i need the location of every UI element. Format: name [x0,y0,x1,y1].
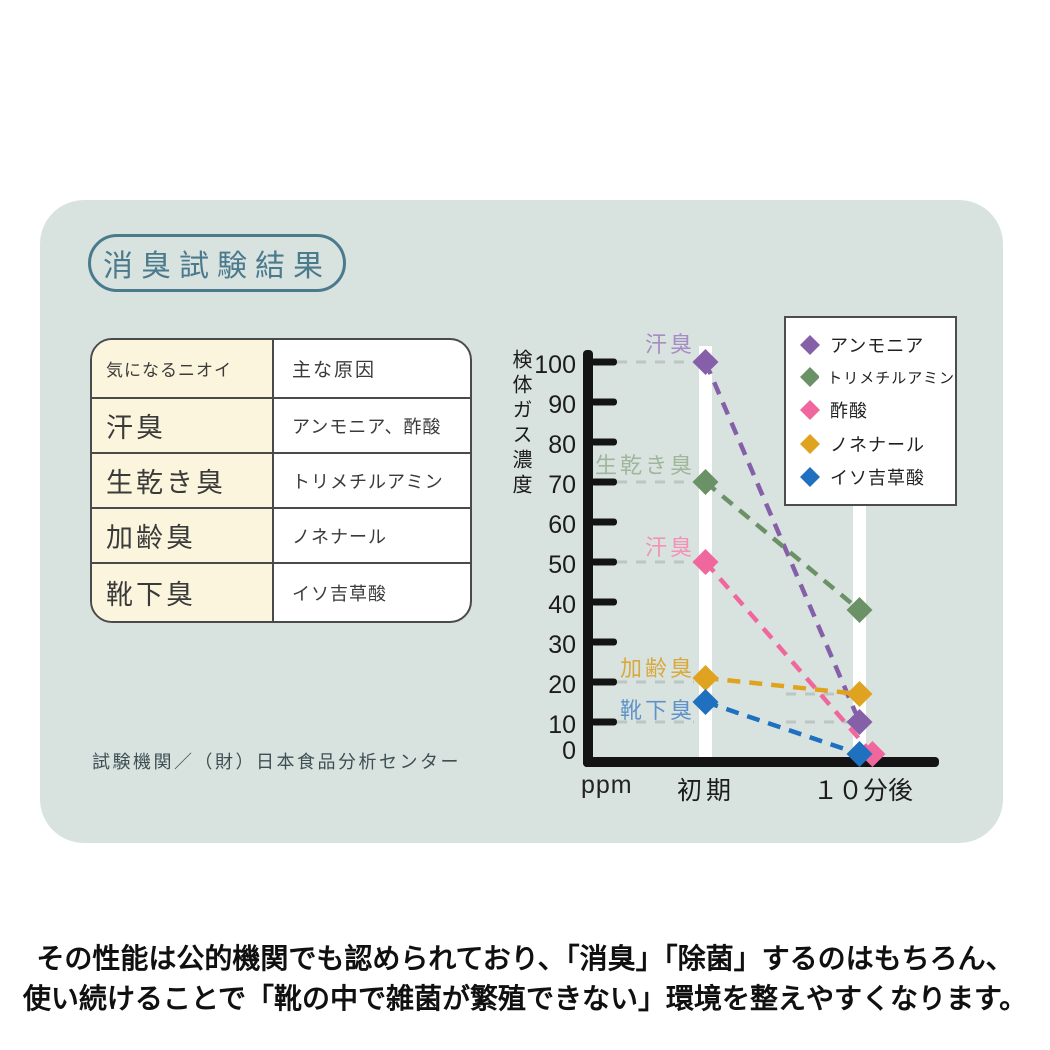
cause-cell: トリメチルアミン [292,471,444,492]
diamond-icon-nonenal [800,433,820,454]
legend-label-isovaleric-acid: イソ吉草酸 [830,468,925,489]
cause-cell: イソ吉草酸 [292,583,387,604]
panel-title: 消臭試験結果 [103,250,331,283]
chart-legend: アンモニアトリメチルアミン 酢酸ノネナールイソ吉草酸 [784,316,957,506]
footer-line-1: その性能は公的機関でも認められており、「消臭」「除菌」するのはもちろん、 [36,943,1014,974]
diamond-icon-isovaleric-acid [800,467,820,488]
table-row: 生乾き臭 トリメチルアミン [92,452,470,507]
table-header-row: 気になるニオイ 主な原因 [92,340,470,397]
legend-item-isovaleric-acid: イソ吉草酸 [798,464,955,490]
odor-cell: 加齢臭 [92,509,274,562]
table-row: 靴下臭 イソ吉草酸 [92,562,470,621]
diamond-icon-ammonia [800,334,820,355]
footer-line-2: 使い続けることで「靴の中で雑菌が繁殖できない」環境を整えやすくなります。 [22,983,1028,1014]
legend-label-acetic-acid: 酢酸 [830,400,868,421]
result-panel: 消臭試験結果 気になるニオイ 主な原因 汗臭 アンモニア、酢酸 生乾き臭 トリメ… [40,200,1003,843]
footer-text: その性能は公的機関でも認められており、「消臭」「除菌」するのはもちろん、 使い続… [0,939,1050,1019]
header-odor-cell: 気になるニオイ [92,340,274,397]
cause-cell: ノネナール [292,526,387,547]
y-unit-label: ppm [581,771,633,799]
annotation-sweat-odor-acetic: 汗臭 [644,535,695,560]
legend-item-ammonia: アンモニア [798,332,955,358]
cause-cell: アンモニア、酢酸 [292,416,442,437]
odor-cell: 生乾き臭 [92,454,274,507]
annotation-damp-dry-odor: 生乾き臭 [594,453,695,478]
legend-item-trimethylamine: トリメチルアミン [798,365,955,389]
annotation-aging-odor: 加齢臭 [619,656,695,681]
diamond-icon-acetic-acid [800,399,820,420]
odor-cell: 汗臭 [92,399,274,452]
annotation-sock-odor: 靴下臭 [619,698,695,723]
panel-title-pill: 消臭試験結果 [88,234,346,292]
legend-item-nonenal: ノネナール [798,431,955,457]
odor-cause-table: 気になるニオイ 主な原因 汗臭 アンモニア、酢酸 生乾き臭 トリメチルアミン 加… [90,338,472,623]
x-label-after-10min: １０分後 [812,777,913,805]
legend-label-ammonia: アンモニア [830,335,925,356]
header-cause-cell: 主な原因 [292,360,377,381]
legend-label-trimethylamine: トリメチルアミン [827,369,955,387]
annotation-sweat-odor-ammonia: 汗臭 [644,332,695,357]
legend-label-nonenal: ノネナール [830,434,925,455]
y-axis-title: 検体ガス濃度 [509,349,531,499]
x-label-initial: 初期 [676,777,735,805]
legend-item-acetic-acid: 酢酸 [798,397,955,423]
odor-cell: 靴下臭 [92,564,274,621]
test-agency-note: 試験機関／（財）日本食品分析センター [92,752,461,772]
table-row: 加齢臭 ノネナール [92,507,470,562]
diamond-icon-trimethylamine [800,367,820,388]
table-row: 汗臭 アンモニア、酢酸 [92,397,470,452]
